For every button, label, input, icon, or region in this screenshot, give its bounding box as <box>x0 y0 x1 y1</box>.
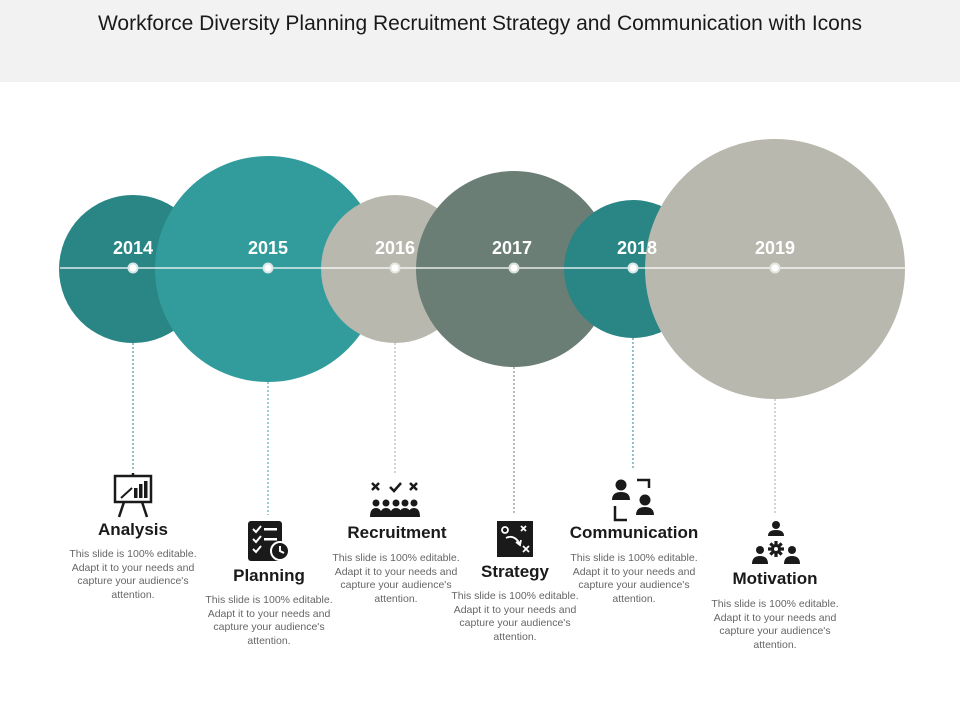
label-planning: Planning <box>233 566 305 585</box>
team-gear-icon <box>752 521 800 564</box>
label-strategy: Strategy <box>480 562 550 581</box>
dot-2018 <box>627 262 639 274</box>
label-analysis: Analysis <box>98 520 168 539</box>
description-communication: This slide is 100% editable. Adapt it to… <box>570 552 698 605</box>
connectors <box>132 338 776 515</box>
description-recruitment: This slide is 100% editable. Adapt it to… <box>332 552 460 605</box>
year-2015: 2015 <box>247 238 289 258</box>
dot-2017 <box>508 262 520 274</box>
label-motivation: Motivation <box>732 569 818 588</box>
timeline-dots <box>127 262 781 274</box>
presentation-chart-icon <box>113 473 153 518</box>
description-motivation: This slide is 100% editable. Adapt it to… <box>711 598 839 651</box>
year-2017: 2017 <box>491 238 533 258</box>
year-2016: 2016 <box>374 238 416 258</box>
label-communication: Communication <box>569 523 699 542</box>
description-planning: This slide is 100% editable. Adapt it to… <box>205 594 333 647</box>
page-title: Workforce Diversity Planning Recruitment… <box>97 12 863 35</box>
strategy-board-icon <box>497 521 533 557</box>
dot-2019 <box>769 262 781 274</box>
year-2018: 2018 <box>616 238 658 258</box>
year-2019: 2019 <box>754 238 796 258</box>
description-strategy: This slide is 100% editable. Adapt it to… <box>451 590 579 643</box>
description-analysis: This slide is 100% editable. Adapt it to… <box>69 548 197 601</box>
dot-2015 <box>262 262 274 274</box>
year-2014: 2014 <box>112 238 154 258</box>
title-bar <box>0 0 960 82</box>
dot-2016 <box>389 262 401 274</box>
candidates-selection-icon <box>370 482 420 517</box>
dot-2014 <box>127 262 139 274</box>
label-recruitment: Recruitment <box>347 523 447 542</box>
people-talking-icon <box>612 478 654 522</box>
checklist-clock-icon <box>248 521 290 561</box>
